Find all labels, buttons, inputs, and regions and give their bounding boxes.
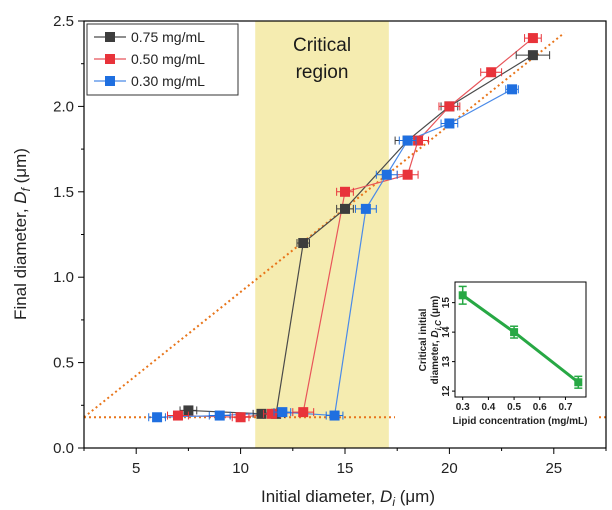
data-point [375,169,398,180]
inset-data-point [574,375,583,389]
data-marker [360,203,371,214]
data-marker [298,407,309,418]
data-point [524,33,542,44]
inset-data-marker [510,328,519,337]
data-marker [444,118,455,129]
critical-region-label: region [296,62,349,83]
data-marker [527,33,538,44]
data-point [167,410,189,421]
inset-data-marker [574,378,583,387]
data-point [325,410,344,421]
data-marker [277,407,288,418]
inset-y-tick-label: 12 [441,385,452,397]
y-axis-label: Final diameter, Df (μm) [11,148,33,320]
inset-series-layer [458,285,583,389]
data-point [398,135,417,146]
inset-plot: 0.3 0.4 0.5 0.6 0.7 12 13 14 15 Lipid concentra… [395,278,597,430]
data-marker [235,412,246,423]
data-marker [413,135,424,146]
data-marker [329,410,340,421]
y-tick-label: 0.0 [53,440,74,457]
x-tick-label: 10 [232,460,249,477]
inset-y-tick-label: 15 [441,297,452,309]
y-axis: 0.0 0.5 1.0 1.5 2.0 2.5 [53,13,84,457]
legend-item: 0.75 mg/mL [94,29,205,45]
main-plot: Critical region 5 10 15 20 25 0.0 0.5 1.0 1.5 2.… [11,13,607,509]
data-marker [256,408,267,419]
legend-label: 0.75 mg/mL [131,29,205,45]
data-marker [172,410,183,421]
inset-y-tick-label: 13 [441,356,452,368]
legend-marker [105,54,115,64]
data-marker [444,101,455,112]
data-marker [214,410,225,421]
data-point [505,84,519,95]
inset-y-tick-label: 14 [441,326,452,338]
series-line [177,37,534,418]
legend-marker [105,32,115,42]
y-tick-label: 2.5 [53,13,74,30]
inset-x-tick-label: 0.5 [507,402,521,413]
data-point [292,407,315,418]
data-point [148,412,166,423]
legend-label: 0.50 mg/mL [131,51,205,67]
data-marker [152,412,163,423]
data-marker [402,135,413,146]
inset-data-point [510,325,519,339]
inset-y-axis: 12 13 14 15 [441,297,455,397]
x-tick-label: 20 [441,460,458,477]
data-marker [340,203,350,214]
data-marker [402,169,413,180]
y-tick-label: 1.0 [53,269,74,286]
inset-background [395,278,597,430]
data-point [354,203,377,214]
data-point [336,186,354,197]
critical-region [255,21,389,448]
x-axis: 5 10 15 20 25 [83,448,607,477]
inset-x-tick-label: 0.3 [456,402,470,413]
x-tick-label: 15 [337,460,354,477]
legend: 0.75 mg/mL 0.50 mg/mL 0.30 mg/mL [86,23,239,96]
inset-data-point [458,285,467,305]
x-tick-label: 5 [132,460,140,477]
data-marker [340,186,350,197]
data-point [438,101,461,112]
inset-x-axis-label: Lipid concentration (mg/mL) [453,416,588,427]
inset-x-tick-label: 0.6 [533,402,547,413]
x-tick-label: 25 [545,460,562,477]
data-marker [507,84,518,95]
inset-frame [454,281,587,398]
legend-marker [105,76,115,86]
data-point [440,118,459,129]
y-tick-label: 1.5 [53,184,74,201]
legend-item: 0.50 mg/mL [94,51,205,67]
inset-x-tick-label: 0.4 [481,402,495,413]
inset-y-axis-label: Critical initial [418,308,429,371]
inset-x-axis: 0.3 0.4 0.5 0.6 0.7 [456,397,573,413]
critical-region-label: Critical [293,35,351,56]
inset-x-tick-label: 0.7 [558,402,572,413]
series-layer [148,33,551,423]
data-marker [183,405,194,416]
data-point [515,50,551,61]
y-tick-label: 2.0 [53,98,74,115]
inset-data-marker [458,291,467,300]
data-marker [266,408,277,419]
legend-item: 0.30 mg/mL [94,73,205,89]
data-point [336,203,354,214]
legend-label: 0.30 mg/mL [131,73,205,89]
inset-y-axis-label: diameter, Di,C (μm) [430,296,443,385]
data-marker [486,67,497,78]
data-marker [298,238,309,249]
data-point [231,412,250,423]
y-tick-label: 0.5 [53,355,74,372]
data-point [480,67,503,78]
data-marker [381,169,392,180]
x-axis-label: Initial diameter, Di (μm) [261,487,435,509]
data-point [296,238,311,249]
data-marker [527,50,538,61]
data-point [273,407,292,418]
data-point [208,410,231,421]
